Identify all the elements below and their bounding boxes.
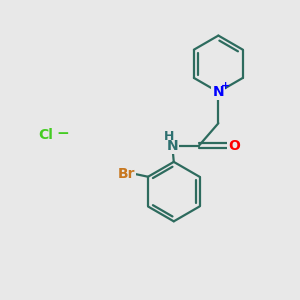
Text: N: N [212,85,224,99]
Text: Br: Br [118,167,135,181]
Text: H: H [164,130,174,142]
Text: Cl: Cl [38,128,53,142]
Text: +: + [221,80,230,91]
Text: O: O [228,139,240,152]
Text: −: − [56,126,69,141]
Text: N: N [167,139,178,152]
